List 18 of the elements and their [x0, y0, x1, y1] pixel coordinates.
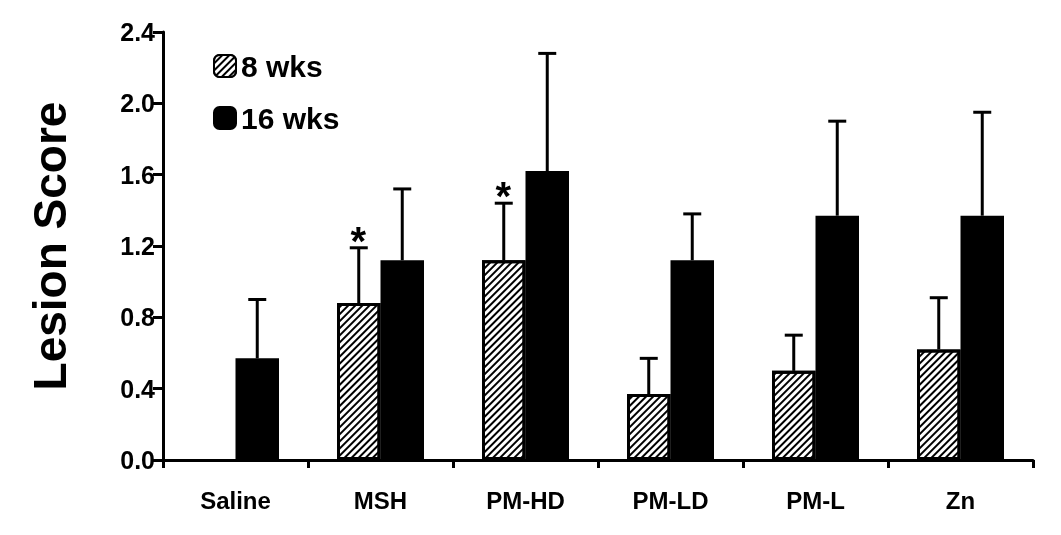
y-axis-title: Lesion Score: [24, 101, 76, 391]
x-tick-label: PM-LD: [632, 486, 709, 514]
x-tick-label: MSH: [353, 486, 408, 514]
x-tick-label: Saline: [200, 486, 271, 514]
y-tick-label: 0.0: [120, 446, 155, 474]
x-tick-label: PM-L: [786, 486, 845, 514]
annotation: *: [495, 174, 512, 219]
y-tick-label: 1.6: [120, 160, 155, 189]
legend-label: 8 wks: [241, 49, 323, 83]
legend-label: 16 wks: [241, 101, 340, 135]
y-tick-label: 2.0: [120, 89, 155, 118]
y-tick-label: 0.8: [120, 303, 156, 332]
y-tick-label: 0.4: [120, 374, 156, 403]
x-tick-label: Zn: [945, 486, 976, 514]
x-tick-label: PM-HD: [486, 486, 565, 514]
annotation: *: [350, 218, 367, 263]
y-tick-label: 2.4: [120, 18, 156, 46]
y-tick-label: 1.2: [120, 232, 155, 260]
